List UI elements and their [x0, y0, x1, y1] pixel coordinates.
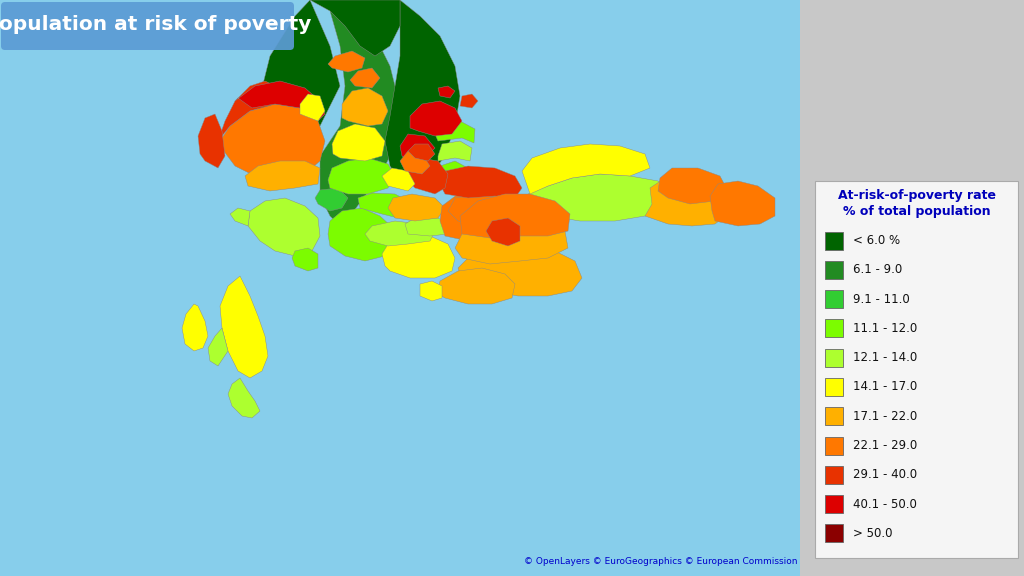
- Polygon shape: [328, 208, 395, 261]
- Text: 9.1 - 11.0: 9.1 - 11.0: [853, 293, 909, 306]
- Bar: [825, 437, 843, 454]
- Text: > 50.0: > 50.0: [853, 527, 893, 540]
- Polygon shape: [388, 194, 445, 221]
- Polygon shape: [182, 304, 208, 351]
- Polygon shape: [710, 181, 775, 226]
- Text: 22.1 - 29.0: 22.1 - 29.0: [853, 439, 918, 452]
- Polygon shape: [220, 276, 268, 378]
- Polygon shape: [350, 68, 380, 88]
- Polygon shape: [410, 101, 462, 136]
- Polygon shape: [218, 81, 318, 141]
- Text: 40.1 - 50.0: 40.1 - 50.0: [853, 498, 916, 510]
- Polygon shape: [198, 114, 225, 168]
- Polygon shape: [342, 88, 388, 126]
- Bar: [825, 524, 843, 543]
- Bar: [825, 261, 843, 279]
- Text: < 6.0 %: < 6.0 %: [853, 234, 900, 247]
- Polygon shape: [460, 94, 478, 108]
- Polygon shape: [522, 144, 650, 194]
- Polygon shape: [220, 104, 325, 178]
- Bar: [825, 495, 843, 513]
- Polygon shape: [455, 218, 568, 264]
- Polygon shape: [340, 214, 370, 256]
- Polygon shape: [234, 81, 325, 121]
- Polygon shape: [228, 378, 260, 418]
- Polygon shape: [408, 158, 449, 194]
- Text: At-risk-of-poverty rate: At-risk-of-poverty rate: [838, 189, 995, 202]
- Polygon shape: [438, 141, 472, 161]
- Polygon shape: [248, 198, 319, 256]
- Text: 12.1 - 14.0: 12.1 - 14.0: [853, 351, 918, 364]
- Polygon shape: [292, 248, 318, 271]
- Polygon shape: [440, 191, 518, 241]
- Text: 17.1 - 22.0: 17.1 - 22.0: [853, 410, 918, 423]
- Text: 11.1 - 12.0: 11.1 - 12.0: [853, 322, 918, 335]
- Polygon shape: [328, 51, 365, 72]
- Polygon shape: [406, 218, 452, 236]
- Polygon shape: [255, 0, 340, 176]
- Text: % of total population: % of total population: [843, 205, 990, 218]
- Polygon shape: [208, 328, 228, 366]
- Polygon shape: [420, 281, 442, 301]
- Polygon shape: [385, 0, 460, 186]
- Polygon shape: [365, 221, 435, 246]
- Polygon shape: [460, 194, 570, 238]
- Polygon shape: [486, 218, 520, 246]
- Bar: [0, 0, 800, 576]
- Text: © OpenLayers © EuroGeographics © European Commission: © OpenLayers © EuroGeographics © Europea…: [523, 557, 797, 566]
- Polygon shape: [300, 94, 325, 121]
- Bar: [825, 232, 843, 249]
- FancyBboxPatch shape: [1, 2, 294, 50]
- Polygon shape: [382, 234, 455, 278]
- Bar: [825, 378, 843, 396]
- Polygon shape: [440, 161, 468, 186]
- Polygon shape: [435, 121, 475, 143]
- Polygon shape: [438, 166, 522, 198]
- Polygon shape: [449, 194, 515, 226]
- Polygon shape: [358, 193, 408, 218]
- Polygon shape: [438, 268, 515, 304]
- Text: Population at risk of poverty: Population at risk of poverty: [0, 14, 311, 33]
- Text: 6.1 - 9.0: 6.1 - 9.0: [853, 263, 902, 276]
- Polygon shape: [245, 161, 319, 191]
- Polygon shape: [438, 86, 455, 98]
- Bar: [825, 290, 843, 308]
- Polygon shape: [315, 188, 348, 211]
- Polygon shape: [408, 144, 435, 161]
- Polygon shape: [332, 124, 385, 161]
- FancyBboxPatch shape: [815, 181, 1018, 558]
- Bar: [825, 466, 843, 484]
- Polygon shape: [400, 151, 430, 174]
- Polygon shape: [328, 158, 395, 194]
- Polygon shape: [319, 0, 400, 226]
- Polygon shape: [310, 0, 400, 56]
- Bar: [800, 0, 1024, 576]
- Polygon shape: [458, 246, 582, 296]
- Polygon shape: [525, 174, 670, 221]
- Bar: [825, 348, 843, 367]
- Polygon shape: [230, 208, 250, 226]
- Polygon shape: [658, 168, 728, 204]
- Text: 29.1 - 40.0: 29.1 - 40.0: [853, 468, 918, 482]
- Bar: [825, 407, 843, 425]
- Polygon shape: [400, 134, 435, 161]
- Text: 14.1 - 17.0: 14.1 - 17.0: [853, 381, 918, 393]
- Polygon shape: [645, 178, 728, 226]
- Bar: [825, 320, 843, 338]
- Polygon shape: [382, 168, 415, 191]
